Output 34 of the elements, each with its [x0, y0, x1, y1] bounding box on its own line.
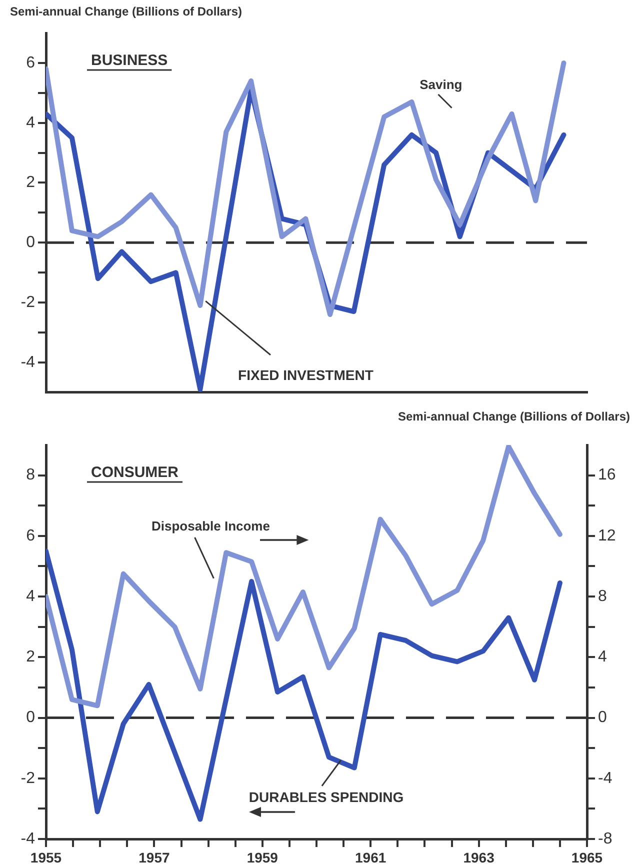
y-tick-label: 6 — [26, 527, 36, 544]
y-tick-label: -2 — [20, 294, 36, 311]
x-tick-label: 1963 — [463, 849, 495, 865]
text: DURABLES SPENDING — [248, 788, 404, 805]
y2-tick-label: 0 — [598, 709, 607, 726]
x-tick-label: 1959 — [246, 849, 278, 865]
y2-tick-label: -8 — [598, 830, 612, 848]
y-tick-label: 0 — [26, 709, 36, 726]
x-tick-label: 1965 — [571, 849, 603, 865]
x-tick-label: 1955 — [30, 849, 62, 865]
y-tick-label: 4 — [26, 114, 36, 132]
y-tick-label: 0 — [26, 234, 36, 252]
y2-tick-label: 12 — [598, 527, 616, 544]
y2-tick-label: -4 — [598, 770, 612, 787]
y-tick-label: 8 — [26, 466, 36, 484]
y-axis-title: Semi-annual Change (Billions of Dollars) — [10, 4, 242, 18]
y-tick-label: -4 — [20, 830, 36, 848]
y-tick-label: 4 — [26, 588, 36, 605]
x-tick-label: 1957 — [138, 849, 170, 865]
y2-tick-label: 8 — [598, 588, 607, 605]
y-tick-label: 2 — [26, 174, 36, 192]
y-tick-label: -2 — [20, 770, 36, 787]
y2-axis-title: Semi-annual Change (Billions of Dollars) — [398, 409, 630, 424]
text: CONSUMER — [91, 464, 179, 481]
series-label: Saving — [420, 76, 462, 92]
y2-tick-label: 16 — [598, 466, 616, 484]
y-tick-label: -4 — [20, 354, 36, 371]
y-tick-label: 2 — [26, 648, 36, 666]
x-tick-label: 1961 — [355, 849, 386, 865]
y-tick-label: 6 — [26, 54, 36, 72]
text: BUSINESS — [91, 52, 168, 69]
text: FIXED INVESTMENT — [238, 366, 374, 383]
text: Disposable Income — [151, 518, 270, 534]
y2-tick-label: 4 — [598, 648, 607, 666]
